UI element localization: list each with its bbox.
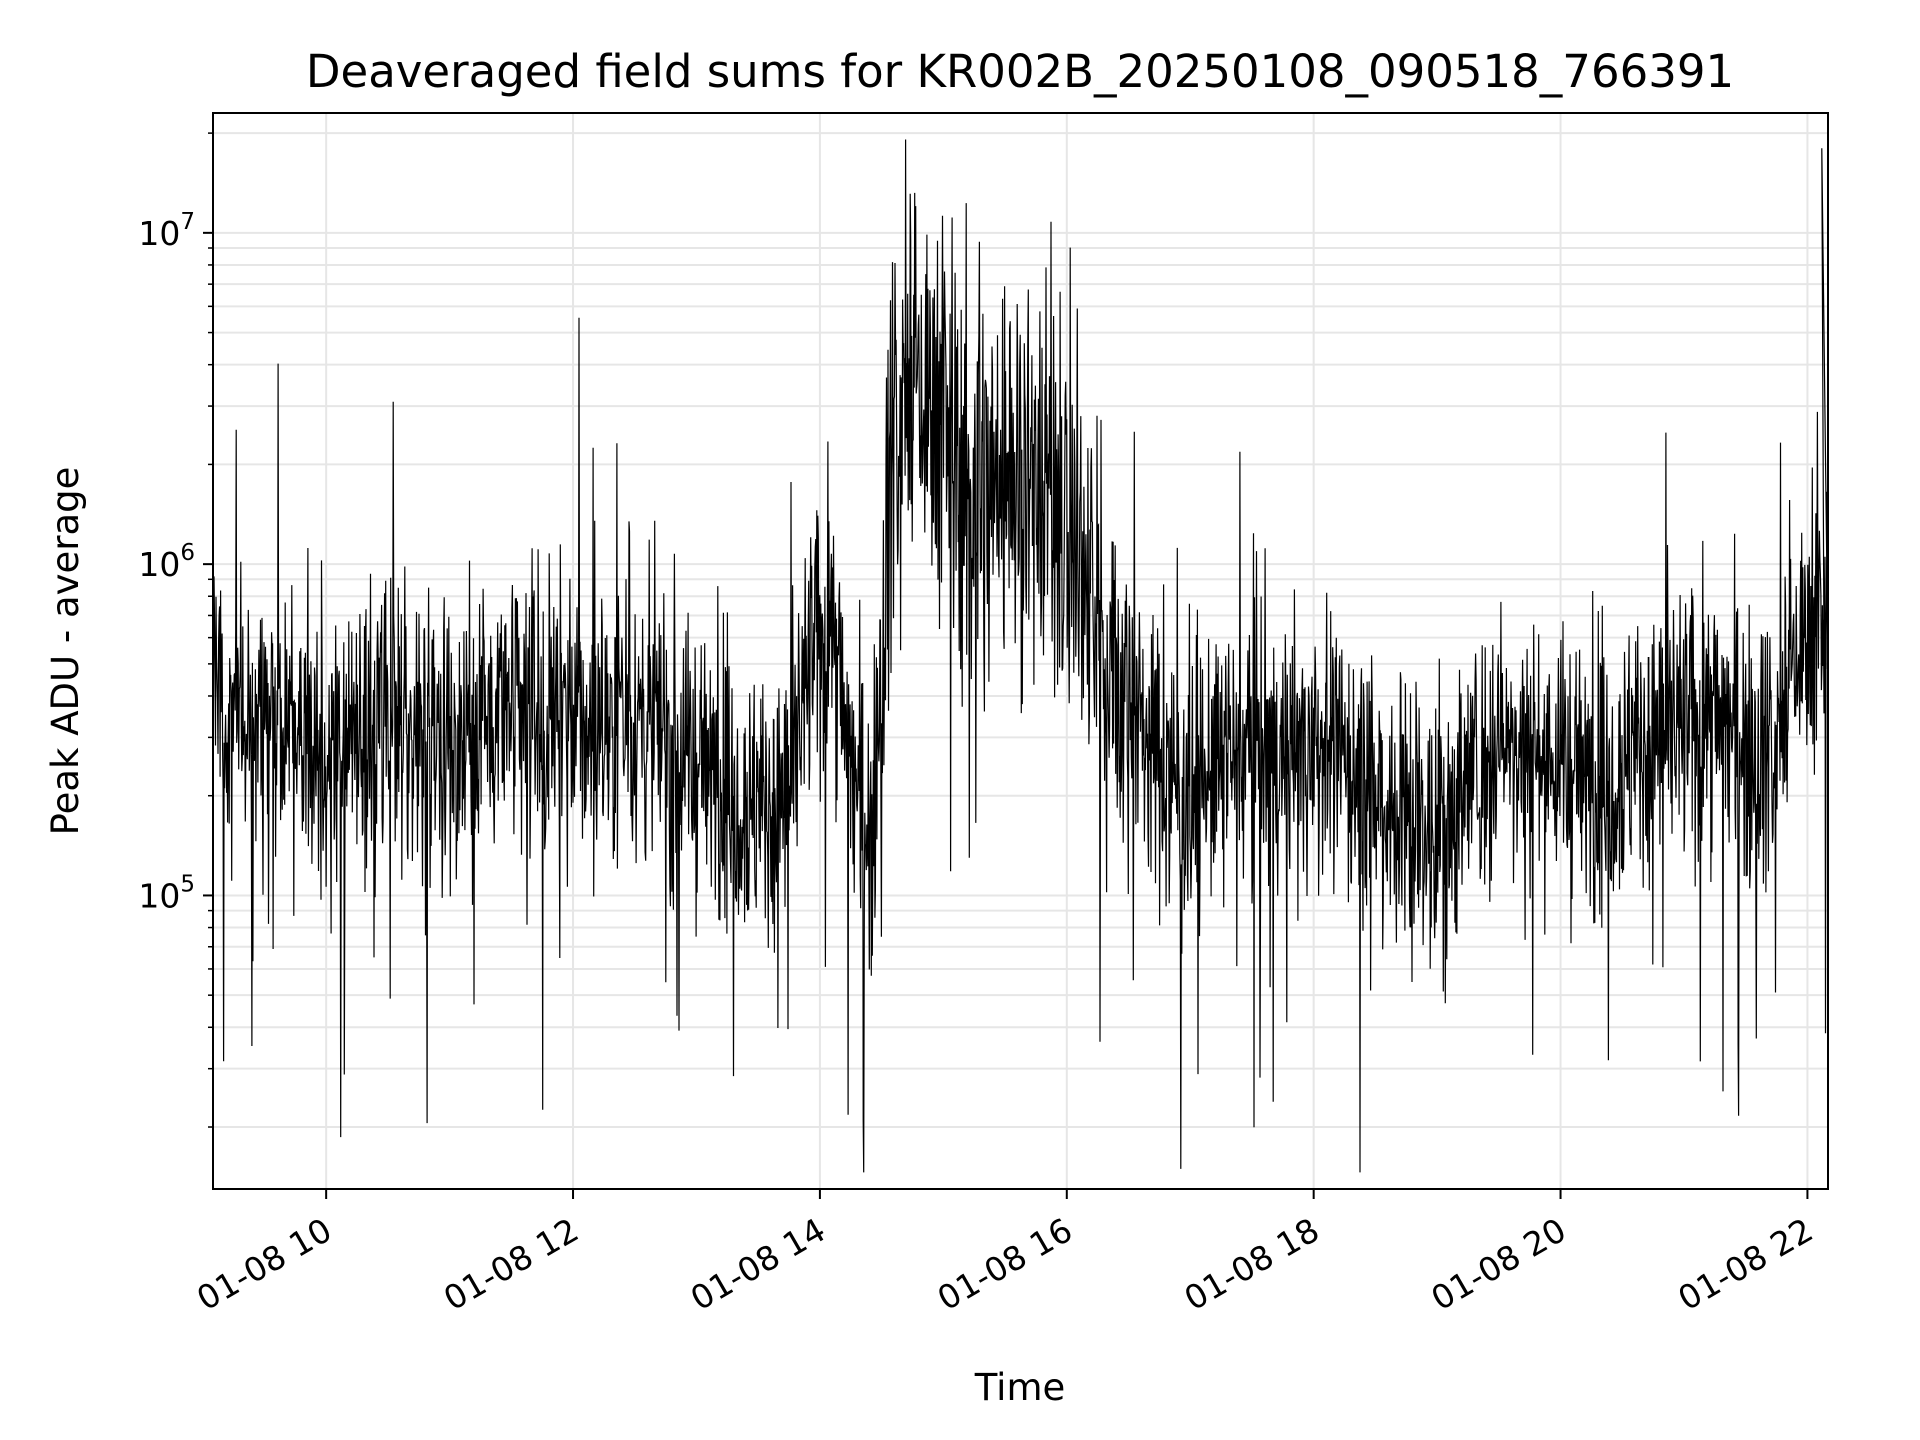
series-line bbox=[212, 139, 1829, 1173]
y-tick-exponent: 5 bbox=[180, 871, 195, 897]
x-tick-label: 01-08 16 bbox=[931, 1210, 1079, 1318]
x-axis-label: Time bbox=[974, 1366, 1066, 1409]
x-tick-label: 01-08 20 bbox=[1425, 1210, 1573, 1318]
y-tick-exponent: 7 bbox=[180, 209, 195, 235]
x-tick-label: 01-08 10 bbox=[190, 1210, 338, 1318]
y-tick-exponent: 6 bbox=[180, 540, 195, 566]
y-tick-label: 105 bbox=[138, 871, 195, 915]
chart-title: Deaveraged field sums for KR002B_2025010… bbox=[306, 45, 1734, 98]
plot-frame bbox=[212, 112, 1829, 1190]
x-tick-label: 01-08 14 bbox=[684, 1210, 832, 1318]
x-tick-label: 01-08 12 bbox=[437, 1210, 585, 1318]
y-tick-base: 10 bbox=[138, 214, 180, 253]
grid bbox=[213, 113, 1828, 1189]
x-tick-label: 01-08 22 bbox=[1671, 1210, 1819, 1318]
data-series bbox=[212, 139, 1829, 1173]
y-axis-label: Peak ADU - average bbox=[44, 467, 87, 836]
y-tick-base: 10 bbox=[138, 876, 180, 915]
y-tick-base: 10 bbox=[138, 545, 180, 584]
x-tick-label: 01-08 18 bbox=[1178, 1210, 1326, 1318]
y-tick-label: 106 bbox=[138, 540, 195, 584]
y-tick-label: 107 bbox=[138, 209, 195, 253]
